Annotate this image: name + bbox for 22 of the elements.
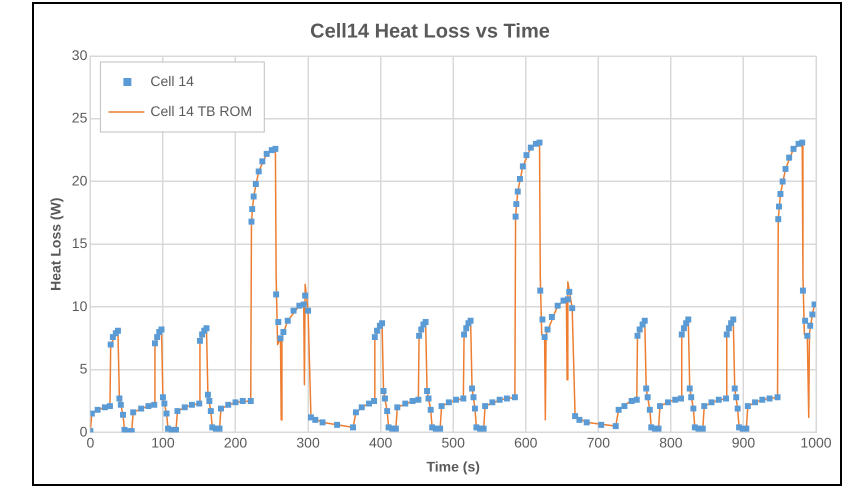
x-tick-label: 100 [151,434,175,451]
legend-label: Cell 14 TB ROM [150,102,252,119]
y-tick-label: 15 [72,235,88,252]
x-tick-label: 600 [514,434,538,451]
y-axis-title: Heat Loss (W) [47,198,64,291]
x-tick-label: 700 [586,434,610,451]
x-tick-label: 400 [368,434,393,451]
x-axis-title: Time (s) [426,458,480,474]
y-tick-label: 30 [72,46,88,63]
x-tick-label: 300 [296,434,320,451]
y-tick-label: 25 [72,110,88,126]
y-tick-label: 5 [80,360,88,377]
y-tick-label: 0 [80,423,88,440]
x-tick-label: 900 [732,434,756,451]
x-tick-label: 500 [442,434,466,451]
y-tick-label: 10 [72,298,88,314]
x-tick-label: 1000 [800,434,832,451]
y-tick-label: 20 [72,172,88,188]
chart-title: Cell14 Heat Loss vs Time [310,20,550,43]
legend-label: Cell 14 [150,72,194,89]
x-tick-label: 800 [659,434,683,451]
x-tick-label: 200 [224,434,248,451]
